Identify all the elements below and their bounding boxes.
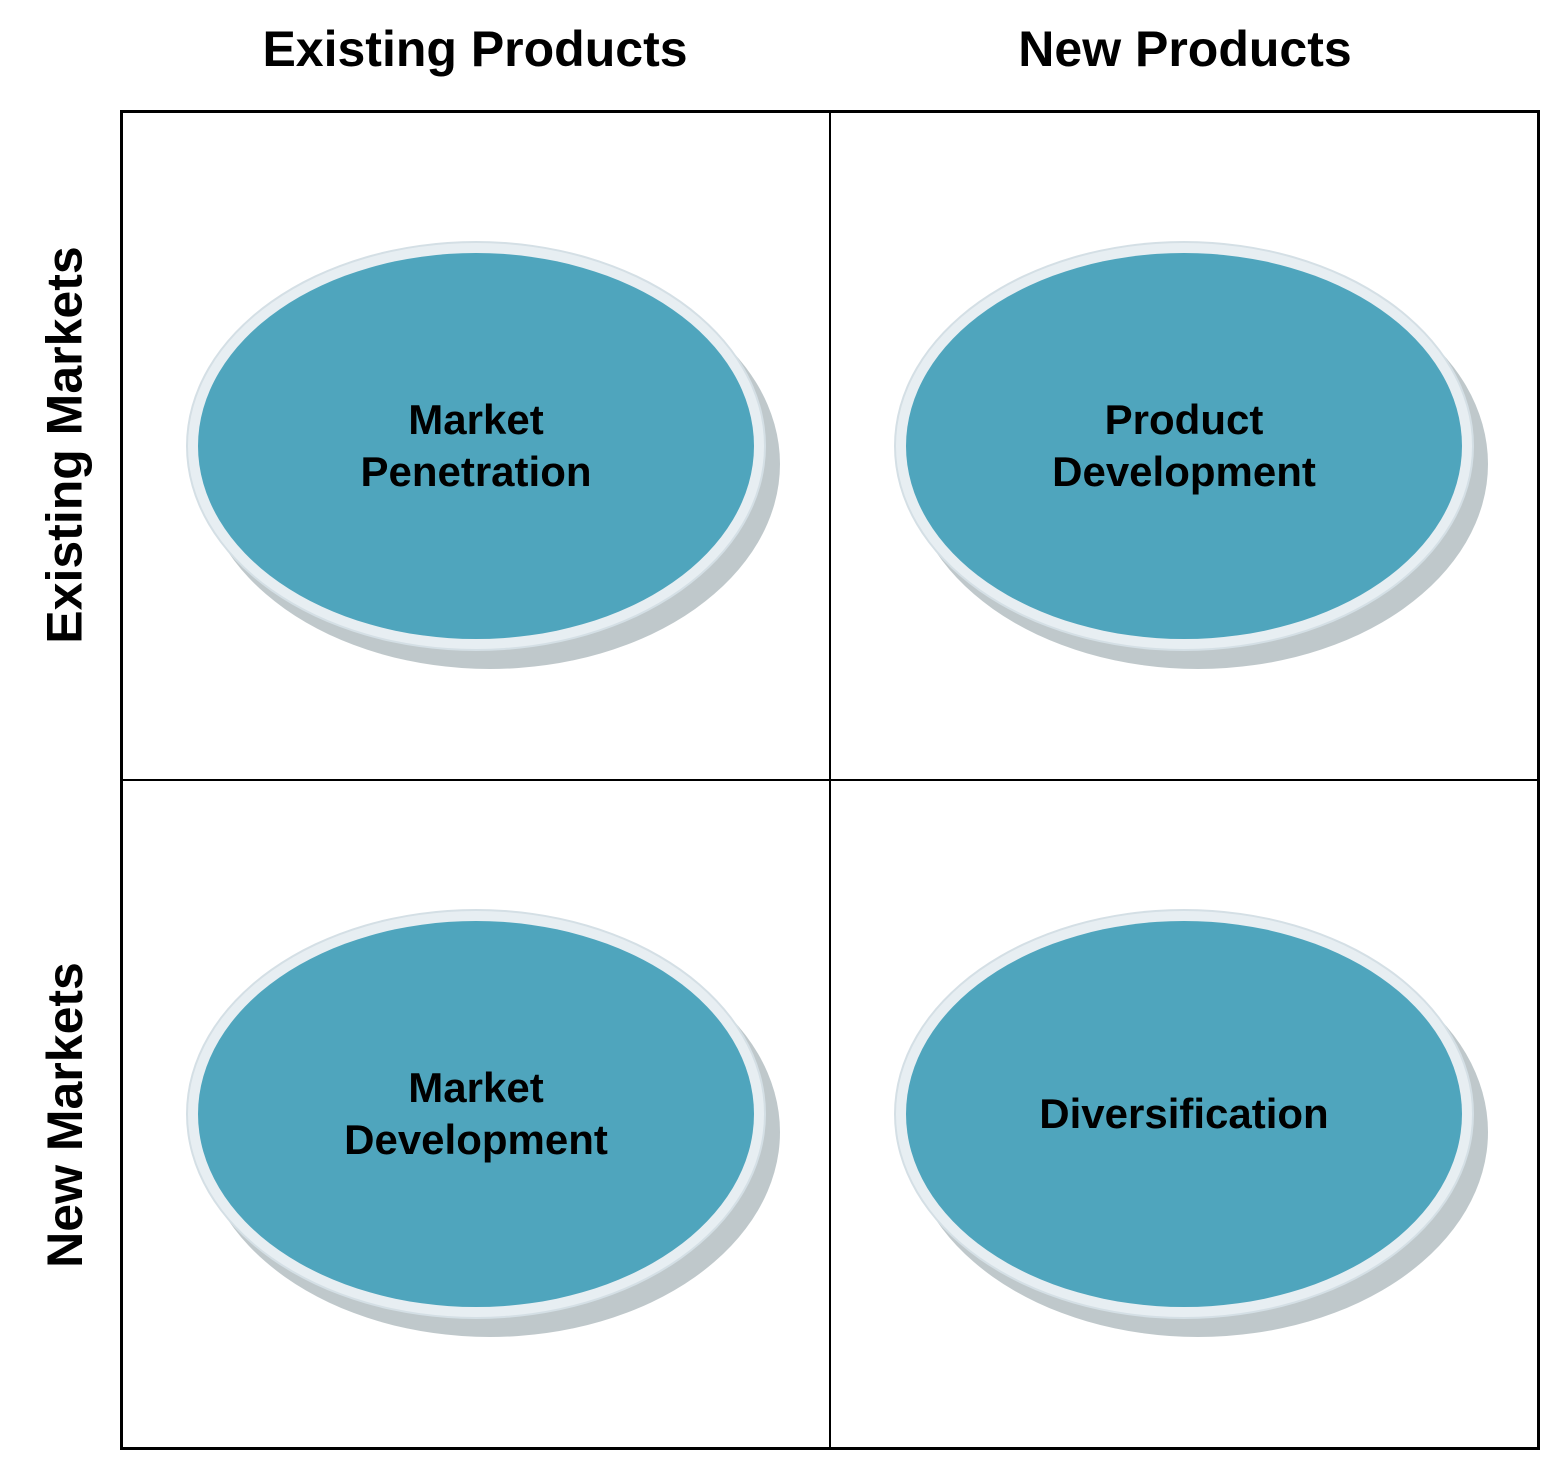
ellipse-market-penetration: Market Penetration — [186, 241, 766, 651]
cell-market-development: Market Development — [122, 780, 830, 1448]
row-label-existing-markets: Existing Markets — [10, 110, 120, 780]
ansoff-matrix: Existing Products New Products Existing … — [10, 20, 1550, 1460]
row-labels: Existing Markets New Markets — [10, 110, 120, 1450]
ellipse-diversification: Diversification — [894, 909, 1474, 1319]
ellipse-label: Product Development — [906, 253, 1462, 639]
ellipse-label: Market Development — [198, 921, 754, 1307]
row-label-new-markets: New Markets — [10, 780, 120, 1450]
col-header-new-products: New Products — [830, 20, 1540, 110]
ellipse-label: Diversification — [906, 921, 1462, 1307]
cell-diversification: Diversification — [830, 780, 1538, 1448]
matrix-grid: Market Penetration Product Development M… — [120, 110, 1540, 1450]
cell-market-penetration: Market Penetration — [122, 112, 830, 780]
col-header-existing-products: Existing Products — [120, 20, 830, 110]
column-headers: Existing Products New Products — [120, 20, 1540, 110]
ellipse-market-development: Market Development — [186, 909, 766, 1319]
ellipse-product-development: Product Development — [894, 241, 1474, 651]
ellipse-label: Market Penetration — [198, 253, 754, 639]
cell-product-development: Product Development — [830, 112, 1538, 780]
